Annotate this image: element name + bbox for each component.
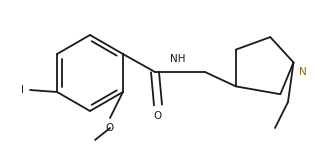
Text: O: O (154, 111, 162, 121)
Text: NH: NH (170, 54, 186, 64)
Text: O: O (106, 123, 114, 133)
Text: N: N (298, 67, 306, 77)
Text: I: I (21, 85, 24, 95)
